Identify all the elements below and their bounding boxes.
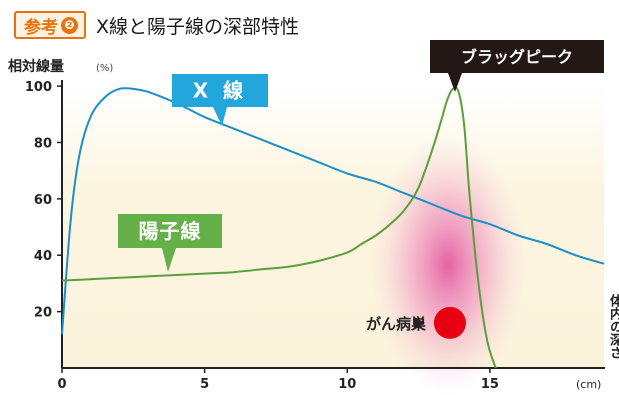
- y-axis-unit: (%): [96, 63, 113, 74]
- chart-title: X線と陽子線の深部特性: [96, 15, 300, 38]
- proton-line: [61, 86, 497, 369]
- tumor-dose-glow: [370, 135, 526, 395]
- xray-line: [61, 87, 605, 335]
- reference-number: ❷: [61, 16, 78, 34]
- axis-layer: 20 40 60 80 100 0 5 10 15 相対線量 (%) (cm): [8, 58, 605, 392]
- reference-badge: 参考 ❷: [14, 11, 86, 39]
- bragg-peak-label: ブラッグピーク: [430, 40, 604, 92]
- y-axis-label: 相対線量: [8, 58, 64, 75]
- xray-label-pointer: [213, 107, 227, 126]
- proton-label-pointer: [162, 248, 176, 272]
- x-tick-label: 0: [57, 377, 66, 392]
- x-axis-unit: (cm): [576, 378, 601, 391]
- x-tick-label: 10: [338, 377, 356, 392]
- y-tick-label: 80: [34, 136, 52, 151]
- bragg-peak-label-text: ブラッグピーク: [461, 47, 573, 66]
- proton-label-text: 陽子線: [139, 219, 202, 243]
- y-tick-label: 40: [34, 249, 52, 264]
- tumor-pointer-icon: [413, 316, 425, 329]
- xray-label-box: [172, 74, 268, 107]
- x-tick-label: 5: [200, 377, 209, 392]
- reference-label: 参考: [24, 17, 58, 38]
- series-layer: [61, 86, 605, 369]
- y-tick-label: 100: [25, 80, 52, 95]
- xray-label-text: X 線: [193, 79, 247, 103]
- bragg-peak-label-box: [430, 40, 604, 73]
- proton-label: 陽子線: [118, 214, 222, 272]
- tumor-marker: [433, 306, 466, 339]
- title-row: 参考 ❷ X線と陽子線の深部特性: [14, 8, 299, 42]
- xray-label: X 線: [172, 74, 268, 126]
- bragg-peak-label-pointer: [448, 73, 462, 92]
- proton-label-box: [118, 214, 222, 248]
- y-tick-label: 60: [34, 193, 52, 208]
- x-tick-label: 15: [481, 377, 499, 392]
- tumor-label: がん病巣: [366, 315, 427, 333]
- y-tick-label: 20: [34, 306, 52, 321]
- depth-side-label: 体内の深さ: [607, 294, 619, 359]
